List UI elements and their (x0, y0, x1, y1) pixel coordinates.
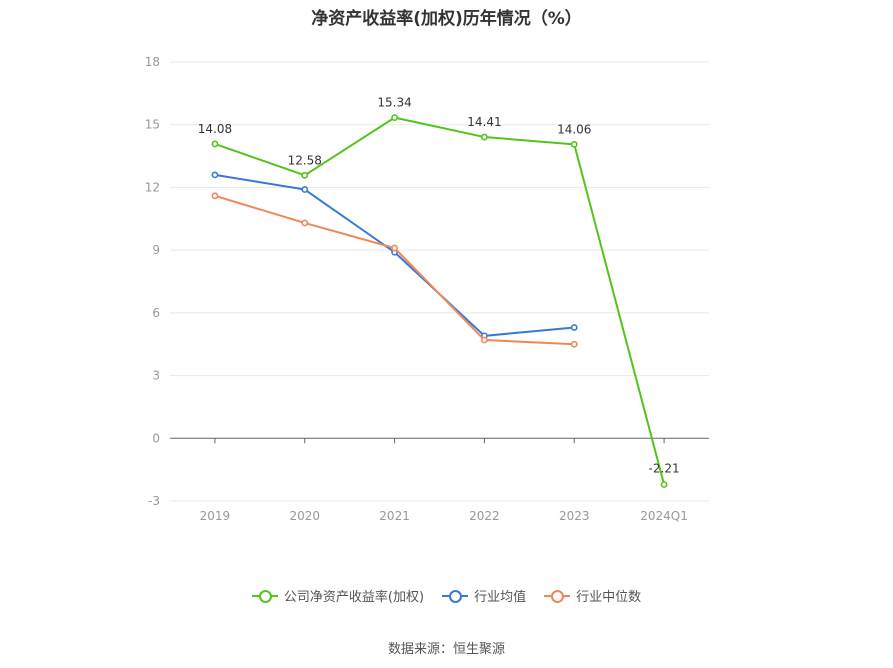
x-tick-label: 2022 (469, 509, 500, 523)
series-line-0 (214, 116, 666, 485)
data-point-2 (391, 244, 398, 252)
x-tick-label: 2023 (559, 509, 590, 523)
legend: 公司净资产收益率(加权) 行业均值 行业中位数 (0, 586, 893, 605)
data-point-0 (660, 481, 668, 488)
data-label: 15.34 (377, 96, 411, 110)
x-tick-label: 2024Q1 (640, 509, 688, 523)
y-tick-label: 9 (152, 243, 160, 257)
data-point-1 (211, 171, 219, 179)
legend-swatch-company (251, 589, 278, 603)
legend-label-industry-median: 行业中位数 (576, 590, 642, 605)
data-point-2 (211, 192, 219, 200)
y-tick-label: 6 (152, 306, 160, 320)
y-tick-label: 18 (145, 55, 160, 69)
data-point-2 (481, 336, 488, 344)
data-label: 14.06 (557, 122, 591, 136)
legend-label-industry-mean: 行业均值 (474, 590, 527, 605)
legend-item-company[interactable]: 公司净资产收益率(加权) (251, 586, 425, 605)
chart-title: 净资产收益率(加权)历年情况（%） (311, 9, 582, 29)
y-tick-label: 0 (152, 431, 160, 445)
data-point-0 (481, 133, 488, 141)
source-note: 数据来源：恒生聚源 (387, 642, 505, 657)
data-point-1 (570, 324, 578, 331)
y-tick-label: 15 (145, 118, 160, 132)
series-line-2 (214, 194, 575, 346)
y-tick-label: -3 (148, 494, 160, 508)
data-label: 14.41 (467, 115, 501, 129)
legend-item-industry-median[interactable]: 行业中位数 (544, 586, 641, 605)
data-point-0 (301, 171, 309, 179)
data-point-0 (211, 140, 219, 148)
data-point-2 (570, 340, 578, 348)
y-tick-label: 12 (145, 180, 160, 194)
data-point-0 (570, 140, 578, 148)
legend-item-industry-mean[interactable]: 行业均值 (442, 586, 526, 605)
data-point-1 (301, 186, 309, 193)
legend-swatch-industry-mean (442, 589, 469, 603)
data-label: 12.58 (288, 153, 322, 167)
legend-swatch-industry-median (544, 589, 571, 603)
y-tick-label: 3 (152, 369, 160, 383)
data-label: -2.21 (649, 461, 680, 475)
data-point-2 (301, 219, 309, 227)
x-tick-label: 2019 (200, 509, 231, 523)
x-tick-label: 2021 (379, 509, 410, 523)
data-label: 14.08 (198, 122, 232, 136)
x-tick-label: 2020 (289, 509, 320, 523)
legend-label-company: 公司净资产收益率(加权) (283, 590, 425, 605)
data-point-0 (391, 114, 398, 122)
